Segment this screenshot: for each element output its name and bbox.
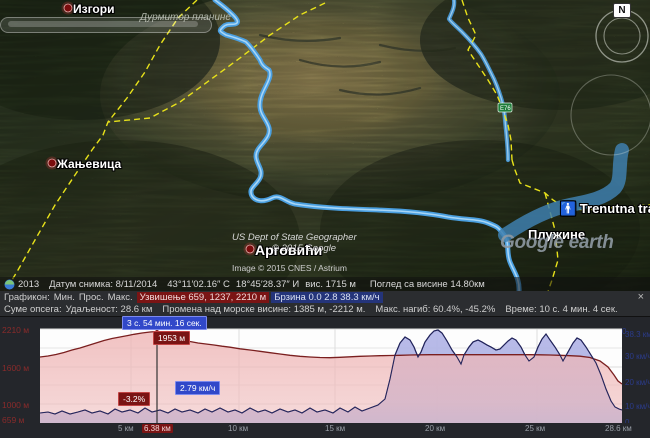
svg-text:1600 м: 1600 м bbox=[2, 363, 29, 373]
svg-text:2210 м: 2210 м bbox=[2, 325, 29, 335]
svg-text:20 км/ч: 20 км/ч bbox=[625, 378, 650, 387]
svg-text:10 км/ч: 10 км/ч bbox=[625, 402, 650, 411]
svg-text:E76: E76 bbox=[500, 106, 511, 112]
svg-text:30 км/ч: 30 км/ч bbox=[625, 352, 650, 361]
svg-text:659 м: 659 м bbox=[2, 415, 25, 423]
svg-text:1000 м: 1000 м bbox=[2, 400, 29, 410]
svg-text:38.3 км/ч: 38.3 км/ч bbox=[625, 330, 650, 339]
